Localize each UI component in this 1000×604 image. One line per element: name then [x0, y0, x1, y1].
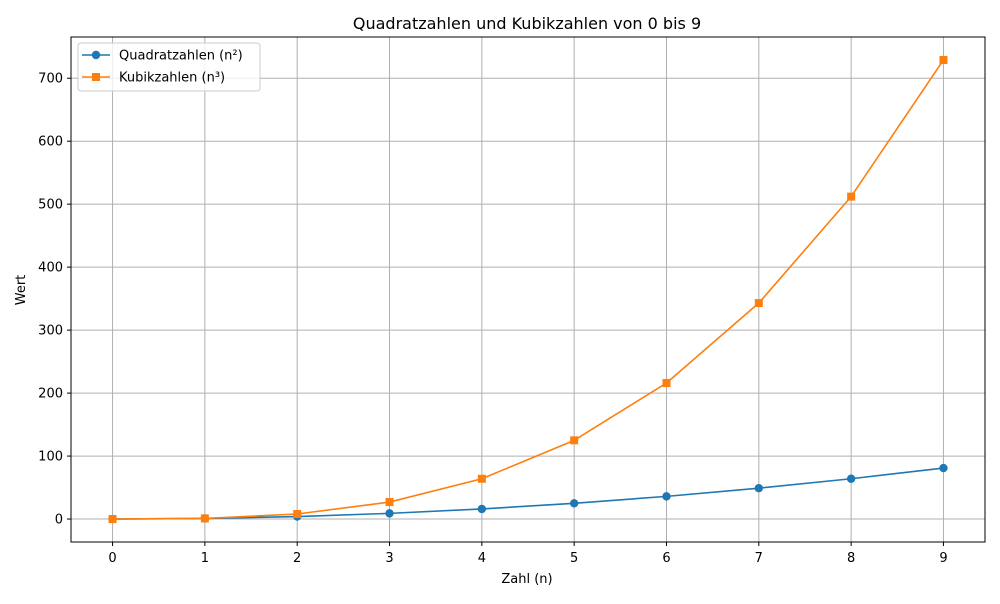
- y-tick-label: 600: [38, 135, 63, 150]
- data-point: [662, 492, 671, 501]
- y-tick-label: 200: [38, 387, 63, 402]
- data-point: [477, 474, 486, 483]
- legend: Quadratzahlen (n²) Kubikzahlen (n³): [77, 42, 261, 92]
- x-axis-label: Zahl (n): [501, 572, 552, 587]
- data-point: [754, 299, 763, 308]
- data-point: [200, 514, 209, 523]
- x-tick-label: 9: [939, 551, 947, 566]
- y-tick-label: 400: [38, 261, 63, 276]
- legend-box: [77, 42, 261, 92]
- data-point: [847, 192, 856, 201]
- x-tick-label: 5: [570, 551, 578, 566]
- data-point: [385, 498, 394, 507]
- x-tick-label: 3: [385, 551, 393, 566]
- data-point: [939, 463, 948, 473]
- x-tick-label: 0: [108, 551, 116, 566]
- x-tick-label: 1: [201, 551, 209, 566]
- y-tick-label: 300: [38, 324, 63, 339]
- x-tick-label: 2: [293, 551, 301, 566]
- legend-label: Quadratzahlen (n²): [119, 49, 243, 64]
- series-line: [112, 59, 945, 520]
- legend-item: Kubikzahlen (n³): [82, 71, 225, 86]
- data-point: [754, 483, 764, 493]
- x-tick-label: 6: [662, 551, 670, 566]
- x-tick-label: 7: [755, 551, 763, 566]
- legend-item: Quadratzahlen (n²): [82, 49, 243, 64]
- x-tick-label: 8: [847, 551, 855, 566]
- data-point: [569, 499, 579, 508]
- data-point: [385, 509, 394, 518]
- x-tick-label: 4: [478, 551, 486, 566]
- legend-label: Kubikzahlen (n³): [119, 71, 225, 86]
- series-2: [108, 55, 948, 524]
- data-point: [939, 55, 948, 64]
- data-point: [108, 515, 117, 524]
- y-tick-label: 500: [38, 198, 63, 213]
- data-point: [846, 474, 856, 483]
- data-point: [477, 504, 487, 514]
- series-group: [108, 55, 948, 524]
- data-point: [293, 510, 302, 519]
- plot-frame: [70, 36, 986, 543]
- y-tick-label: 100: [38, 450, 63, 465]
- grid: [71, 37, 985, 542]
- ticks: 0 1 2 3 4 5 6 7 8 9 0 100 200 300 400 500 600 700: [38, 72, 947, 566]
- y-tick-label: 0: [55, 513, 63, 528]
- data-point: [570, 436, 579, 445]
- data-point: [662, 379, 671, 388]
- y-tick-label: 700: [38, 72, 63, 87]
- chart-title: Quadratzahlen und Kubikzahlen von 0 bis …: [353, 14, 701, 33]
- y-axis-label: Wert: [14, 275, 29, 306]
- legend-marker: [92, 73, 100, 81]
- series-line: [112, 467, 944, 520]
- legend-marker: [91, 50, 101, 60]
